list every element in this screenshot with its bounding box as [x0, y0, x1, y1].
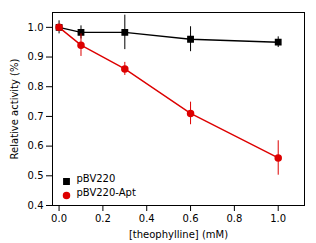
svg-text:0.6: 0.6 — [183, 213, 199, 224]
svg-text:Relative activity (%): Relative activity (%) — [9, 58, 20, 159]
svg-text:0.7: 0.7 — [28, 111, 44, 122]
svg-text:[theophylline] (mM): [theophylline] (mM) — [129, 229, 228, 240]
svg-text:0.4: 0.4 — [139, 213, 155, 224]
svg-text:pBV220: pBV220 — [77, 173, 116, 184]
svg-text:0.5: 0.5 — [28, 170, 44, 181]
svg-text:0.4: 0.4 — [28, 200, 44, 211]
svg-text:1.0: 1.0 — [270, 213, 286, 224]
svg-text:0.2: 0.2 — [95, 213, 111, 224]
svg-text:0.6: 0.6 — [28, 140, 44, 151]
svg-text:0.8: 0.8 — [226, 213, 242, 224]
svg-text:1.0: 1.0 — [28, 22, 44, 33]
svg-text:0.9: 0.9 — [28, 51, 44, 62]
svg-text:0.0: 0.0 — [51, 213, 67, 224]
svg-text:pBV220-Apt: pBV220-Apt — [77, 187, 136, 198]
svg-text:0.8: 0.8 — [28, 81, 44, 92]
